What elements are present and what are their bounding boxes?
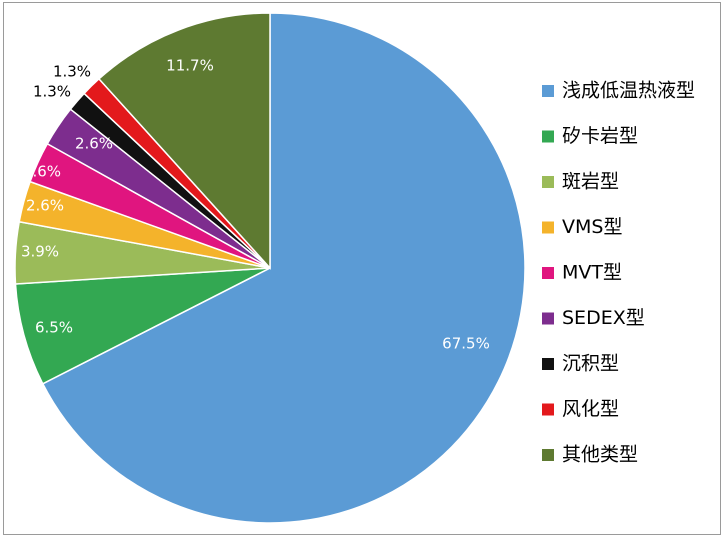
legend-label-3: 斑岩型: [562, 171, 619, 193]
data-label-9: 11.7%: [166, 57, 214, 75]
data-label-5: 2.6%: [23, 163, 61, 181]
chart-frame: 67.5% 6.5% 3.9% 2.6% 2.6% 2.6% 1.3% 1.3% 11.7% 浅…: [3, 2, 721, 535]
legend-swatch-8: [542, 403, 554, 416]
pie-chart: 67.5% 6.5% 3.9% 2.6% 2.6% 2.6% 1.3% 1.3% 11.7% 浅…: [14, 12, 695, 524]
pie-slices: [14, 12, 526, 524]
legend-swatch-2: [542, 130, 554, 143]
legend-label-8: 风化型: [562, 398, 619, 420]
legend-swatch-5: [542, 267, 554, 279]
legend-label-4: VMS型: [562, 216, 622, 238]
legend-swatch-1: [542, 85, 554, 97]
legend-label-7: 沉积型: [562, 353, 619, 375]
pie-slice-9: [97, 12, 271, 270]
legend-swatch-7: [542, 358, 554, 370]
legend-label-2: 矽卡岩型: [562, 125, 638, 147]
legend-label-5: MVT型: [562, 262, 622, 284]
data-label-4: 2.6%: [26, 197, 64, 215]
legend-label-1: 浅成低温热液型: [562, 80, 695, 102]
data-label-1: 67.5%: [442, 335, 490, 353]
data-label-7: 1.3%: [33, 83, 71, 101]
legend-swatch-4: [542, 221, 554, 234]
legend-swatch-9: [542, 449, 554, 461]
pie-slice-1: [41, 12, 526, 524]
pie-labels: 67.5% 6.5% 3.9% 2.6% 2.6% 2.6% 1.3% 1.3% 11.7%: [21, 57, 490, 353]
legend-swatch-6: [542, 312, 554, 325]
legend-label-6: SEDEX型: [562, 307, 645, 329]
data-label-8: 1.3%: [53, 63, 91, 81]
data-label-3: 3.9%: [21, 243, 59, 261]
legend-swatch-3: [542, 176, 554, 188]
data-label-6: 2.6%: [75, 135, 113, 153]
data-label-2: 6.5%: [35, 319, 73, 337]
legend-label-9: 其他类型: [562, 444, 638, 466]
